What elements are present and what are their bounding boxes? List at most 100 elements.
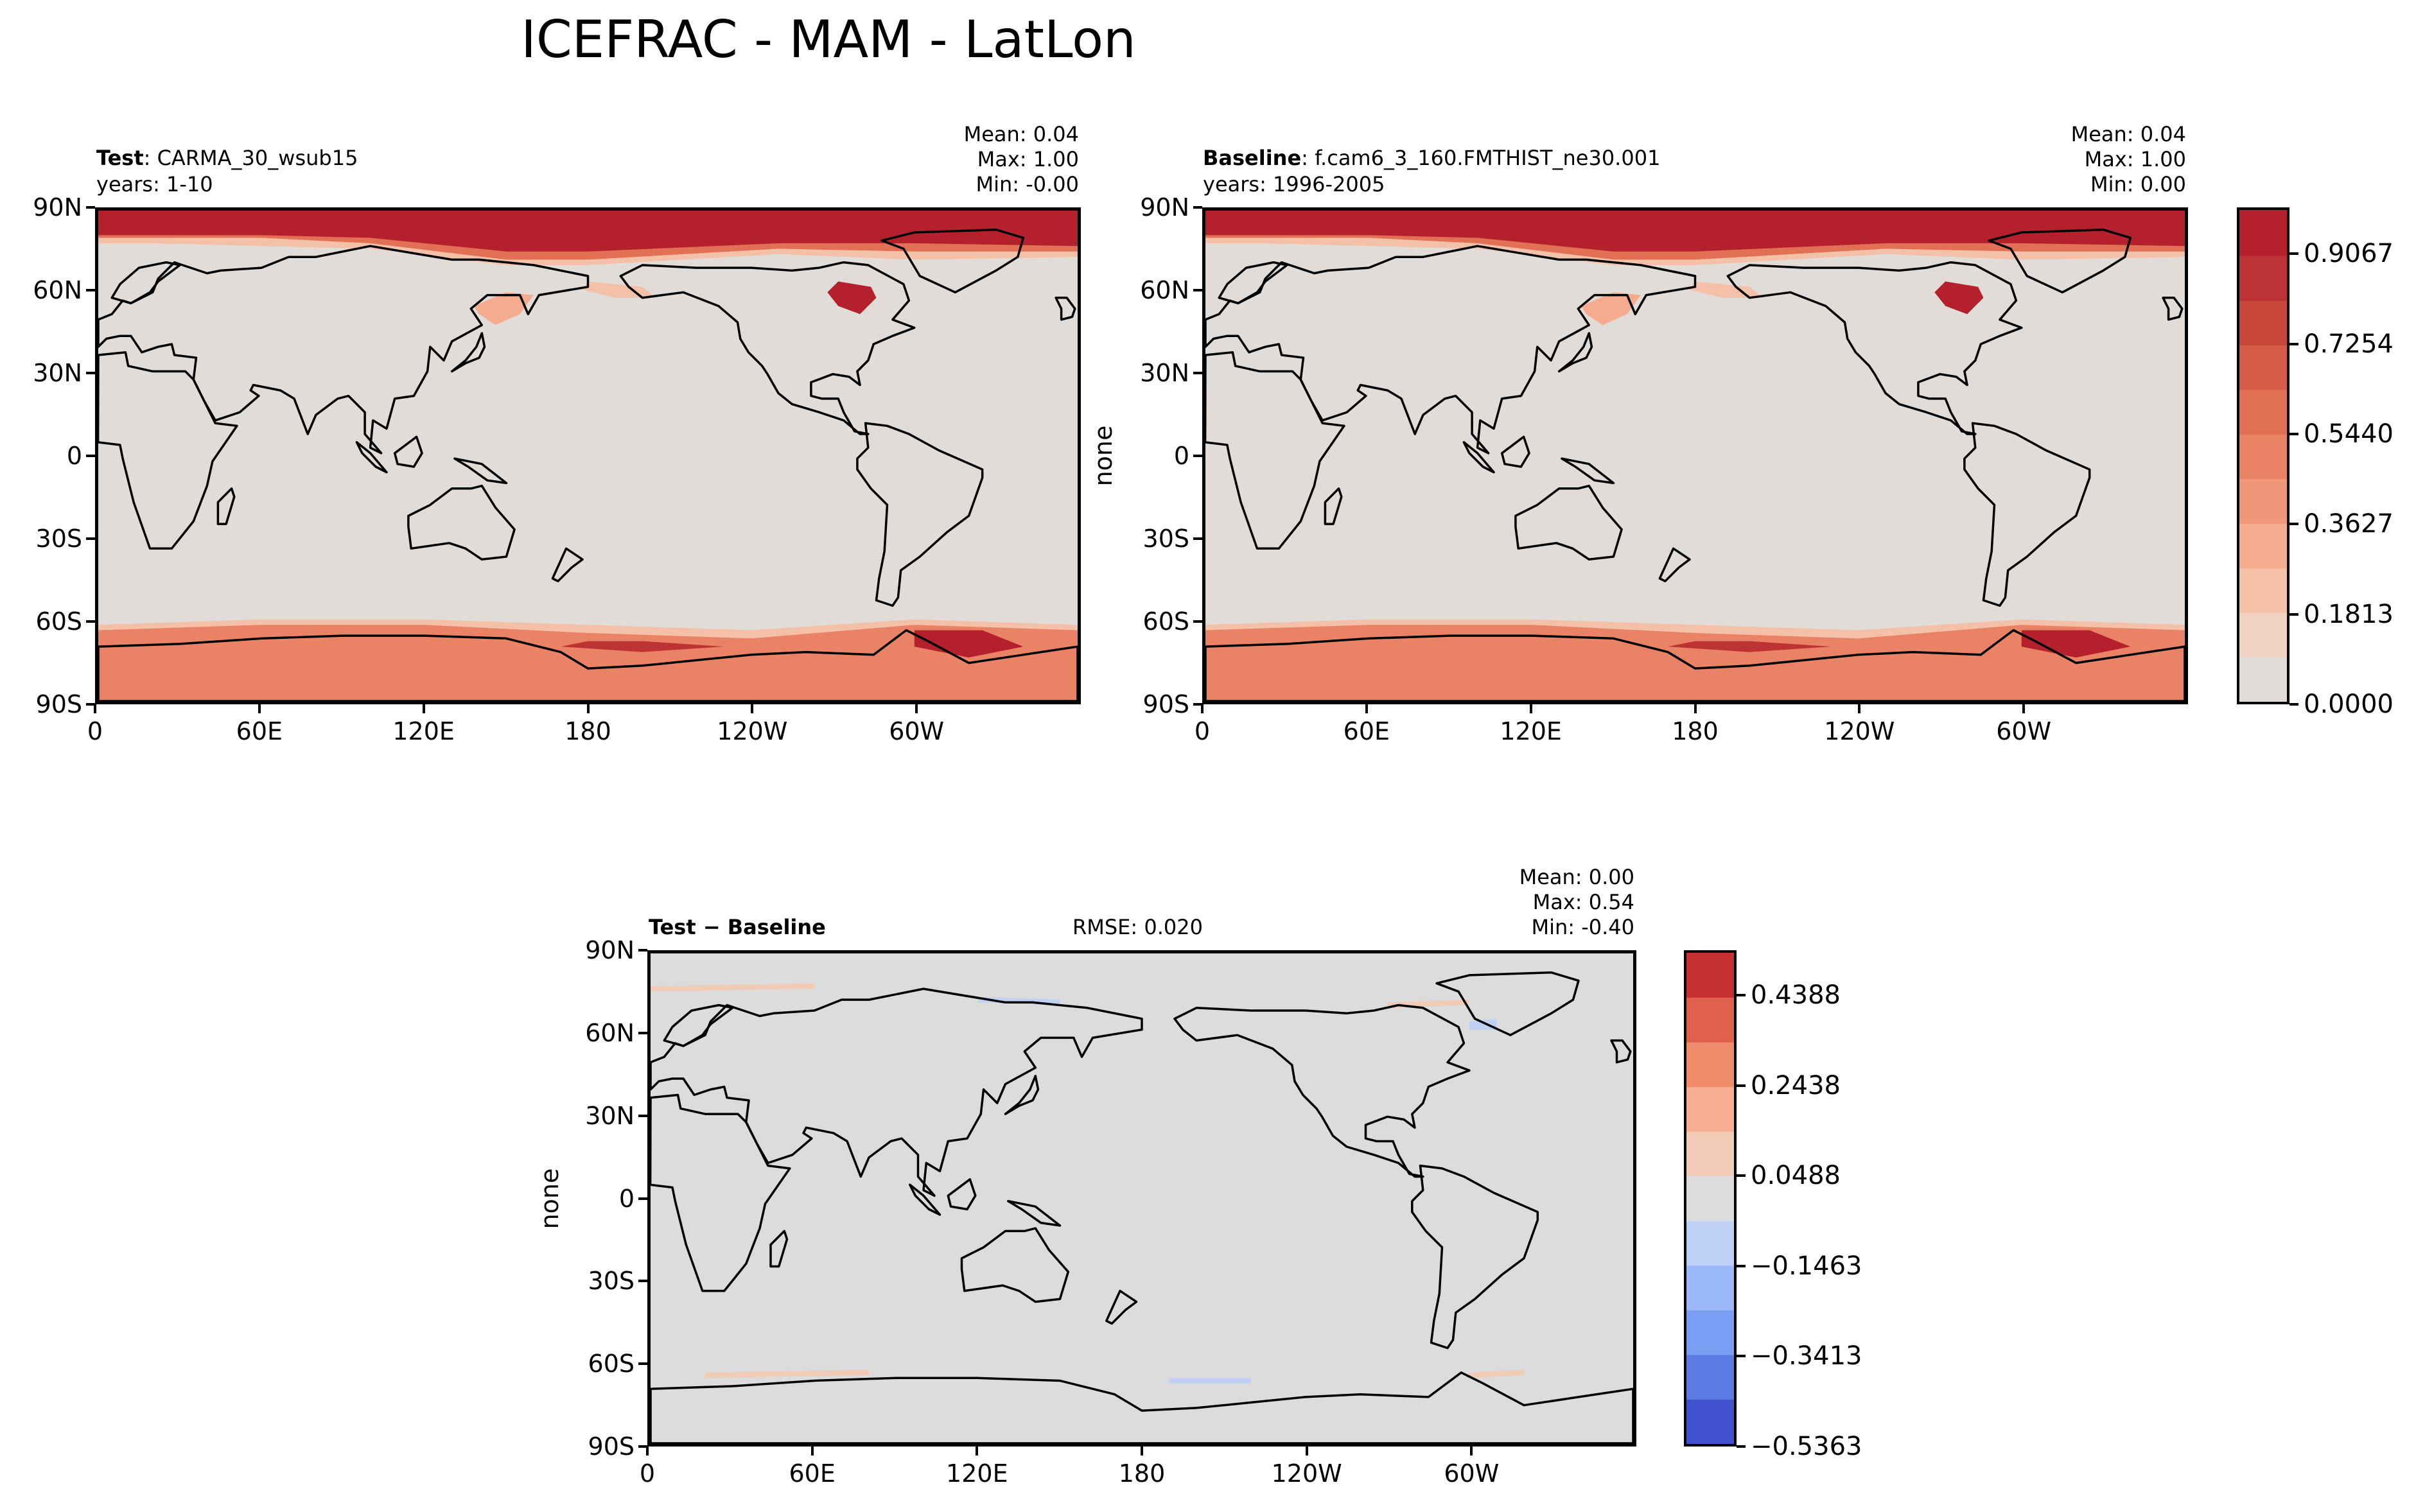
difference-sliver: [1469, 1369, 1524, 1378]
baseline-map-field: [1205, 211, 2185, 701]
diff-lon-tick: [976, 1447, 979, 1456]
colorbar-tick: [2289, 252, 2298, 256]
coastline: [1658, 547, 1691, 582]
coastline: [1004, 1075, 1040, 1115]
test-lon-tick: [258, 704, 261, 713]
colorbar-swatch: [2239, 389, 2287, 435]
diff-colorbar-swatches: [1686, 953, 1734, 1444]
baseline-case-name: : f.cam6_3_160.FMTHIST_ne30.001: [1301, 146, 1661, 170]
main-colorbar-swatches: [2239, 210, 2287, 702]
coastline: [1514, 484, 1623, 561]
baseline-lat-tick: [1193, 455, 1202, 457]
test-map-field: [98, 211, 1078, 701]
coastline: [1462, 441, 1495, 474]
colorbar-tick-label: −0.3413: [1751, 1341, 1862, 1371]
baseline-lat-tick-label: 30N: [1140, 359, 1189, 387]
colorbar-swatch: [1686, 1042, 1734, 1088]
colorbar-swatch: [2239, 300, 2287, 345]
diff-lon-tick: [646, 1447, 649, 1456]
coastline: [1205, 351, 1345, 550]
colorbar-swatch: [2239, 210, 2287, 256]
baseline-lon-tick-label: 60E: [1343, 717, 1390, 745]
hudson-bay-ice: [827, 281, 877, 315]
coastline: [1205, 245, 1697, 455]
baseline-lat-tick-label: 90N: [1140, 193, 1189, 222]
baseline-lat-tick: [1193, 372, 1202, 374]
test-lat-tick: [86, 620, 95, 623]
diff-colorbar: [1684, 950, 1737, 1447]
baseline-lat-tick-label: 90S: [1142, 690, 1189, 718]
baseline-lon-tick: [2022, 704, 2026, 713]
antarctic-sea-ice: [561, 641, 724, 652]
coastline: [393, 435, 423, 468]
colorbar-swatch: [2239, 523, 2287, 569]
coastline: [619, 261, 916, 435]
coastline: [1726, 261, 2023, 435]
coastline: [769, 1230, 789, 1268]
coastline: [1435, 971, 1580, 1036]
okhotsk-ice: [473, 292, 534, 326]
colorbar-swatch: [2239, 478, 2287, 524]
coastline: [651, 1371, 1633, 1443]
test-lon-tick: [751, 704, 754, 713]
diff-lat-tick-label: 30N: [585, 1101, 635, 1130]
diff-ylabel: none: [536, 1168, 564, 1230]
coastline: [1205, 629, 2185, 701]
diff-rmse: RMSE: 0.020: [1072, 915, 1203, 939]
colorbar-tick: [1737, 1084, 1746, 1087]
colorbar-tick: [1737, 1445, 1746, 1448]
baseline-case-title: Baseline: f.cam6_3_160.FMTHIST_ne30.001: [1203, 146, 1660, 170]
coastline: [551, 547, 584, 582]
coastline: [651, 1093, 791, 1292]
test-lat-tick-label: 30N: [33, 359, 82, 387]
diff-lon-tick: [1470, 1447, 1473, 1456]
test-lon-tick-label: 0: [87, 717, 103, 745]
colorbar-tick-label: −0.1463: [1751, 1251, 1862, 1281]
test-lat-tick: [86, 289, 95, 291]
diff-lon-tick: [1305, 1447, 1308, 1456]
colorbar-tick-label: 0.3627: [2304, 509, 2394, 539]
coastline: [1173, 1004, 1471, 1178]
diff-lon-tick: [1141, 1447, 1143, 1456]
coastline: [909, 1183, 941, 1216]
antarctic-sea-ice: [914, 630, 1024, 658]
test-lon-tick: [94, 704, 96, 713]
test-case-name: : CARMA_30_wsub15: [143, 146, 358, 170]
test-stat-mean: Mean: 0.04: [963, 122, 1079, 146]
test-lat-tick-label: 60S: [35, 607, 82, 636]
coastline: [98, 351, 238, 550]
map-background: [1205, 211, 2185, 701]
test-lat-tick-label: 30S: [35, 525, 82, 553]
colorbar-tick: [2289, 432, 2298, 435]
coastline: [98, 245, 590, 455]
diff-lat-tick: [638, 1197, 647, 1200]
hudson-bay-ice: [1934, 281, 1984, 315]
coastline: [453, 457, 508, 485]
baseline-stat-mean: Mean: 0.04: [2070, 122, 2186, 146]
coastline: [216, 487, 236, 525]
test-lon-tick: [586, 704, 590, 713]
test-case-title: Test: CARMA_30_wsub15: [96, 146, 358, 170]
diff-lat-tick-label: 60N: [585, 1018, 635, 1047]
test-lat-tick-label: 90S: [35, 690, 82, 718]
coastline: [110, 261, 181, 305]
coastline: [1500, 435, 1530, 468]
map-background: [651, 953, 1633, 1443]
coastline: [1610, 1039, 1632, 1064]
coastline: [947, 1178, 977, 1211]
diff-lat-tick-label: 90S: [588, 1432, 635, 1461]
diff-lat-tick-label: 60S: [588, 1350, 635, 1378]
test-lat-tick: [86, 703, 95, 706]
coastline: [355, 441, 388, 474]
colorbar-tick-label: 0.0000: [2304, 690, 2394, 719]
diff-lat-tick: [638, 1362, 647, 1366]
baseline-lon-tick: [1201, 704, 1204, 713]
colorbar-tick-label: 0.2438: [1751, 1070, 1841, 1100]
coastline: [1963, 422, 2091, 607]
baseline-lat-tick: [1193, 289, 1202, 291]
coastline: [1557, 332, 1593, 373]
baseline-lon-tick: [1694, 704, 1697, 713]
baseline-lat-tick: [1193, 703, 1202, 706]
colorbar-tick-label: 0.9067: [2304, 239, 2394, 269]
main-colorbar: [2237, 207, 2289, 704]
